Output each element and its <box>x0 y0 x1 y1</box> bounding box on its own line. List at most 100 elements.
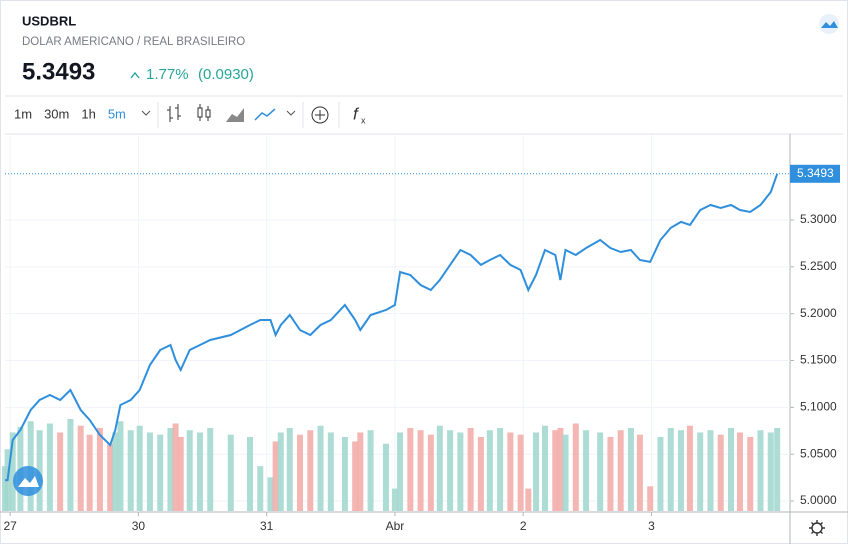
x-tick-label: 27 <box>3 519 17 533</box>
watermark-logo <box>13 466 43 496</box>
y-tick-label: 5.1500 <box>800 353 837 367</box>
volume-bar <box>597 432 604 511</box>
volume-bar <box>391 488 398 511</box>
volume-bar <box>127 430 134 511</box>
volume-bar <box>177 436 184 511</box>
volume-bar <box>246 436 253 511</box>
last-price: 5.3493 <box>22 58 95 85</box>
volume-bar <box>227 434 234 511</box>
volume-bar <box>727 427 734 511</box>
volume-bar <box>747 436 754 511</box>
volume-bar <box>562 434 569 511</box>
volume-bar <box>327 432 334 511</box>
dropdown[interactable] <box>286 110 296 116</box>
up-arrow <box>130 71 140 79</box>
volume-bar <box>617 430 624 511</box>
volume-bar <box>196 432 203 511</box>
volume-bar <box>367 430 374 511</box>
volume-bar <box>697 432 704 511</box>
price-line <box>5 173 779 482</box>
volume-bar <box>677 430 684 511</box>
volume-bar <box>542 425 549 511</box>
y-tick-label: 5.1000 <box>800 400 837 414</box>
volume-bar <box>507 432 514 511</box>
indicators-icon[interactable]: x <box>361 115 366 125</box>
line-icon[interactable] <box>254 108 276 121</box>
volume-bar <box>467 427 474 511</box>
volume-bar <box>417 430 424 511</box>
volume-bar <box>96 427 103 511</box>
volume-bar <box>497 427 504 511</box>
volume-bar <box>46 423 53 511</box>
volume-bar <box>112 432 119 511</box>
volume-bar <box>607 436 614 511</box>
volume-bar <box>657 436 664 511</box>
volume-bar <box>686 425 693 511</box>
volume-bar <box>552 430 559 511</box>
volume-bar <box>341 436 348 511</box>
volume-bar <box>136 425 143 511</box>
settings-icon[interactable] <box>809 520 825 536</box>
volume-bar <box>257 466 264 511</box>
volume-bar <box>736 432 743 511</box>
compare-icon[interactable] <box>311 106 329 124</box>
volume-bar <box>352 441 359 511</box>
volume-bar <box>107 443 114 511</box>
bar-style-icon[interactable] <box>167 104 181 122</box>
volume-bar <box>207 427 214 511</box>
volume-bar <box>636 434 643 511</box>
volume-bar <box>277 432 284 511</box>
last-price-tag <box>790 164 840 183</box>
volume-bar <box>717 434 724 511</box>
volume-bar <box>627 427 634 511</box>
volume-bar <box>707 430 714 511</box>
x-tick-label: 3 <box>648 519 655 533</box>
volume-bar <box>272 441 279 511</box>
volume-bar <box>397 432 404 511</box>
volume-bar <box>647 486 654 511</box>
logo[interactable] <box>819 14 839 34</box>
volume-bar <box>447 430 454 511</box>
volume-bar <box>667 427 674 511</box>
interval-button[interactable]: 5m <box>108 106 126 121</box>
volume-bar <box>517 434 524 511</box>
dropdown[interactable] <box>141 110 151 116</box>
change-percent: 1.77% <box>146 66 189 83</box>
volume-bar <box>757 430 764 511</box>
volume-bar <box>307 430 314 511</box>
volume-bar <box>117 421 124 511</box>
volume-bar <box>436 425 443 511</box>
volume-bar <box>172 423 179 511</box>
volume-bar <box>317 425 324 511</box>
interval-button[interactable]: 1m <box>14 106 32 121</box>
volume-bar <box>27 421 34 511</box>
volume-bar <box>457 432 464 511</box>
volume-bar <box>557 427 564 511</box>
volume-bar <box>297 434 304 511</box>
interval-button[interactable]: 1h <box>81 106 95 121</box>
interval-button[interactable]: 30m <box>44 106 69 121</box>
volume-bar <box>157 434 164 511</box>
volume-bar <box>167 427 174 511</box>
y-tick-label: 5.3000 <box>800 212 837 226</box>
volume-bar <box>357 432 364 511</box>
x-tick-label: Abr <box>386 519 405 533</box>
volume-bar <box>427 434 434 511</box>
candle-icon[interactable] <box>197 104 211 121</box>
volume-bar <box>86 434 93 511</box>
x-tick-label: 30 <box>132 519 146 533</box>
volume-bar <box>286 427 293 511</box>
volume-bar <box>67 419 74 511</box>
volume-bar <box>477 436 484 511</box>
volume-bar <box>9 432 16 511</box>
volume-bar <box>36 430 43 511</box>
volume-bar <box>407 427 414 511</box>
y-tick-label: 5.0000 <box>800 493 837 507</box>
volume-bar <box>525 488 532 511</box>
volume-bar <box>774 427 781 511</box>
indicators-icon[interactable]: f <box>353 104 360 123</box>
x-tick-label: 2 <box>520 519 527 533</box>
area-icon[interactable] <box>226 108 244 122</box>
